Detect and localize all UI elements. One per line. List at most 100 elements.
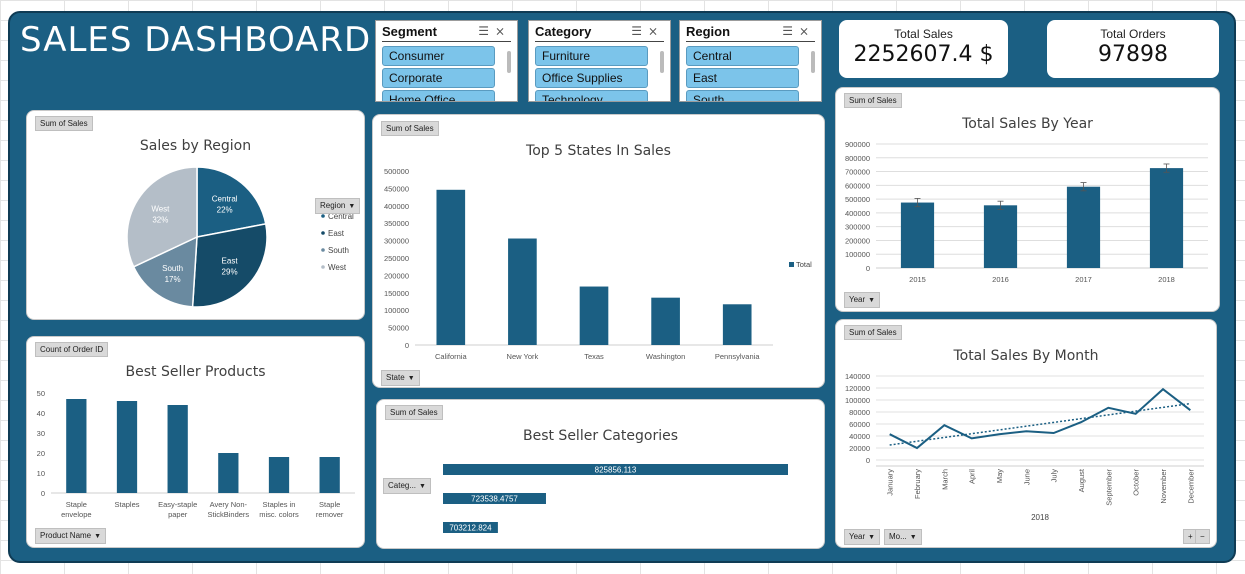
slicer-scrollbar[interactable] — [660, 51, 664, 73]
y-tick-label: 150000 — [384, 289, 409, 298]
x-tick-label: June — [1022, 469, 1031, 485]
chart-title: Sales by Region — [139, 138, 252, 154]
y-tick-label: 400000 — [384, 202, 409, 211]
x-tick-label: March — [940, 469, 949, 490]
segment-slicer[interactable]: Segment ☰⨯ Consumer Corporate Home Offic… — [375, 20, 518, 102]
x-tick-label: July — [1050, 469, 1059, 483]
slicer-header: Segment — [382, 24, 437, 39]
y-tick-label: 350000 — [384, 219, 409, 228]
month-year-filter-label: Year — [849, 532, 866, 541]
dashboard-title: SALES DASHBOARD — [20, 20, 372, 60]
category-filter-button[interactable]: Categ... ▼ — [383, 478, 431, 494]
y-tick-label: 140000 — [845, 372, 870, 381]
x-tick-label: August — [1077, 468, 1086, 492]
bar — [722, 304, 752, 345]
sum-of-sales-field-button[interactable]: Sum of Sales — [844, 325, 902, 340]
month-year-filter-button[interactable]: Year ▼ — [844, 529, 881, 545]
bar — [1066, 186, 1101, 268]
slicer-item-south[interactable]: South — [686, 90, 799, 101]
y-tick-label: 40 — [37, 409, 45, 418]
x-tick-label: envelope — [61, 510, 91, 519]
sales-by-region-card[interactable]: Sum of Sales Sales by Region Central 22% E… — [26, 110, 365, 320]
y-tick-label: 120000 — [845, 384, 870, 393]
sum-of-sales-field-button[interactable]: Sum of Sales — [844, 93, 902, 108]
slicer-item-central[interactable]: Central — [686, 46, 799, 66]
slice-percent-label: 29% — [222, 268, 238, 277]
sum-of-sales-field-button[interactable]: Sum of Sales — [381, 121, 439, 136]
multi-select-icon[interactable]: ☰⨯ — [631, 24, 664, 38]
bar — [1149, 168, 1184, 268]
slicer-scrollbar[interactable] — [811, 51, 815, 73]
slicer-item-office-supplies[interactable]: Office Supplies — [535, 68, 648, 88]
best-seller-categories-card[interactable]: Sum of Sales Best Seller Categories 8258… — [376, 399, 825, 549]
filter-dropdown-icon: ▼ — [868, 534, 876, 541]
slicer-item-corporate[interactable]: Corporate — [382, 68, 495, 88]
slicer-header: Category — [535, 24, 592, 39]
bar — [167, 405, 188, 493]
dropdown-arrow-icon: ▼ — [868, 297, 876, 304]
legend-marker — [321, 231, 325, 235]
slicer-scrollbar[interactable] — [507, 51, 511, 73]
pie-slice — [132, 235, 198, 308]
slicer-item-technology[interactable]: Technology — [535, 90, 648, 101]
y-tick-label: 400000 — [845, 209, 870, 218]
chart-title: Total Sales By Month — [953, 348, 1099, 364]
bar — [651, 297, 680, 345]
best-seller-products-card[interactable]: Count of Order ID Best Seller Products 5… — [26, 336, 365, 548]
count-of-order-id-field-button[interactable]: Count of Order ID — [35, 342, 109, 357]
x-tick-label: Washington — [646, 352, 685, 361]
multi-select-icon[interactable]: ☰⨯ — [478, 24, 511, 38]
total-sales-by-month-card[interactable]: Sum of Sales Total Sales By Month 140000… — [835, 319, 1217, 548]
y-tick-label: 500000 — [845, 195, 870, 204]
year-filter-button[interactable]: Year ▼ — [844, 292, 881, 308]
product-name-filter-button[interactable]: Product Name ▼ — [35, 528, 107, 544]
y-tick-label: 0 — [866, 264, 870, 273]
slice-category-label: East — [222, 257, 239, 266]
y-tick-label: 20 — [37, 449, 45, 458]
region-slicer[interactable]: Region ☰⨯ Central East South — [679, 20, 822, 102]
y-tick-label: 250000 — [384, 254, 409, 263]
x-tick-label: May — [995, 469, 1004, 483]
region-filter-button[interactable]: Region ▼ — [315, 198, 361, 214]
sales-line — [889, 387, 1191, 450]
bar — [443, 522, 498, 533]
x-tick-label: September — [1104, 468, 1113, 505]
slicer-divider — [382, 41, 511, 42]
y-tick-label: 50 — [37, 389, 45, 398]
y-tick-label: 800000 — [845, 154, 870, 163]
region-filter-label: Region — [320, 201, 346, 210]
y-tick-label: 600000 — [845, 181, 870, 190]
dropdown-arrow-icon: ▼ — [909, 534, 917, 541]
collapse-field-icon[interactable]: − — [1195, 529, 1210, 544]
total-sales-by-year-card[interactable]: Sum of Sales Total Sales By Year 900000 8… — [835, 87, 1220, 312]
x-tick-label: 2017 — [1075, 275, 1092, 284]
x-tick-label: January — [886, 469, 895, 496]
bar-value-label: 723538.4757 — [471, 495, 518, 504]
sum-of-sales-field-button[interactable]: Sum of Sales — [35, 116, 93, 131]
bar — [116, 401, 138, 493]
month-filter-button[interactable]: Mo... ▼ — [884, 529, 922, 545]
total-orders-value: 97898 — [1098, 42, 1168, 67]
total-sales-value: 2252607.4 $ — [853, 42, 994, 67]
y-tick-label: 10 — [37, 469, 45, 478]
bar — [443, 493, 546, 504]
slicer-item-consumer[interactable]: Consumer — [382, 46, 495, 66]
x-tick-label: New York — [507, 352, 539, 361]
slicer-item-home-office[interactable]: Home Office — [382, 90, 495, 101]
y-tick-label: 0 — [405, 341, 409, 350]
multi-select-icon[interactable]: ☰⨯ — [782, 24, 815, 38]
y-tick-label: 500000 — [384, 167, 409, 176]
y-tick-label: 30 — [37, 429, 45, 438]
sum-of-sales-field-button[interactable]: Sum of Sales — [385, 405, 443, 420]
category-slicer[interactable]: Category ☰⨯ Furniture Office Supplies Te… — [528, 20, 671, 102]
dropdown-arrow-icon: ▼ — [348, 203, 356, 210]
bar-value-label: 825856.113 — [595, 466, 637, 475]
slicer-item-east[interactable]: East — [686, 68, 799, 88]
filter-dropdown-icon: ▼ — [94, 533, 102, 540]
bar — [579, 286, 609, 345]
slicer-item-furniture[interactable]: Furniture — [535, 46, 648, 66]
total-sales-label: Total Sales — [894, 27, 953, 41]
slice-category-label: South — [162, 264, 183, 273]
top-5-states-card[interactable]: Sum of Sales Top 5 States In Sales 50000… — [372, 114, 825, 388]
state-filter-button[interactable]: State ▼ — [381, 370, 420, 386]
